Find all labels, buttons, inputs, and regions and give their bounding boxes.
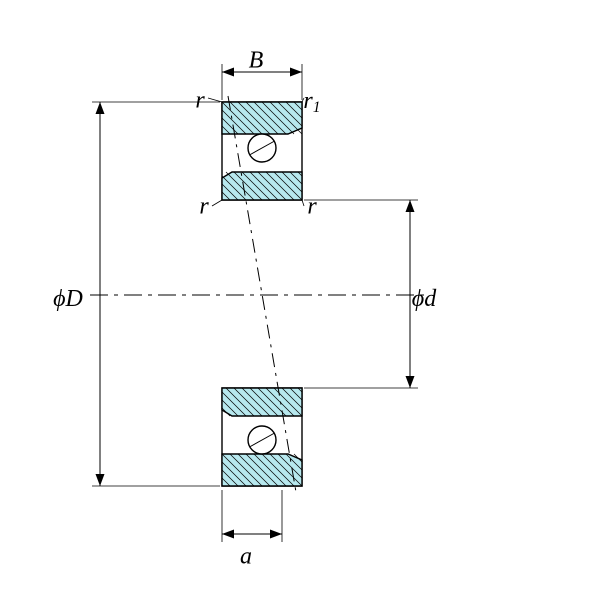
bearing-diagram: BϕD ϕd a r r1 r r: [0, 0, 600, 600]
svg-text:r1: r1: [303, 88, 320, 116]
svg-text:r: r: [199, 194, 209, 220]
svg-text:a: a: [240, 544, 252, 570]
diagram-svg: BϕD ϕd a r r1 r r: [0, 0, 600, 600]
svg-text:ϕD: ϕD: [53, 286, 83, 312]
svg-text:ϕd: ϕd: [412, 286, 437, 312]
svg-text:B: B: [249, 48, 264, 74]
svg-text:r: r: [195, 88, 205, 114]
svg-text:r: r: [307, 194, 317, 220]
